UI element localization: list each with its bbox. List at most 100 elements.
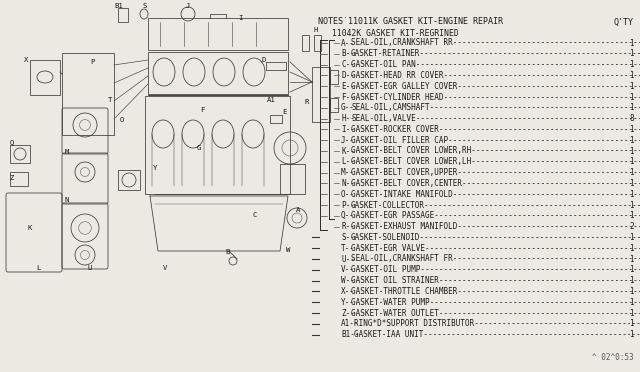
Text: O--: O--	[341, 190, 355, 199]
Text: L: L	[36, 265, 40, 271]
Text: 1: 1	[629, 201, 634, 209]
Text: 1: 1	[629, 244, 634, 253]
Text: X: X	[24, 57, 28, 63]
Text: S--: S--	[341, 233, 355, 242]
Text: 1: 1	[629, 265, 634, 274]
Bar	[148, 52, 288, 94]
Text: 1: 1	[629, 254, 634, 263]
Text: 1: 1	[629, 319, 634, 328]
Text: D--: D--	[341, 71, 355, 80]
Text: 1: 1	[629, 125, 634, 134]
Text: SEAL-OIL,VALVE-----------------------------------------------------------------: SEAL-OIL,VALVE--------------------------…	[351, 114, 640, 123]
Text: C--: C--	[341, 60, 355, 69]
Text: Q: Q	[10, 139, 14, 145]
Text: GASKET-CYLINDER HEAD-----------------------------------------------------------: GASKET-CYLINDER HEAD--------------------…	[351, 93, 640, 102]
Text: W: W	[286, 247, 290, 253]
Text: 1: 1	[629, 71, 634, 80]
Text: GASKET-EGR GALLEY COVER--------------------------------------------------------: GASKET-EGR GALLEY COVER-----------------…	[351, 82, 640, 91]
Text: 1: 1	[629, 298, 634, 307]
Text: GASKET-BELT COVER LOWER,RH-----------------------------------------------------: GASKET-BELT COVER LOWER,RH--------------…	[351, 147, 640, 155]
Text: GASKET-RETAINER----------------------------------------------------------------: GASKET-RETAINER-------------------------…	[351, 49, 640, 58]
Text: GASKET-OIL PAN-----------------------------------------------------------------: GASKET-OIL PAN--------------------------…	[351, 60, 640, 69]
Text: 11042K GASKET KIT-REGRINED: 11042K GASKET KIT-REGRINED	[332, 29, 459, 38]
Text: F: F	[200, 107, 204, 113]
Bar	[270, 115, 282, 123]
Bar	[30, 60, 60, 95]
Bar	[330, 98, 338, 112]
Text: 2: 2	[629, 222, 634, 231]
Bar	[118, 8, 128, 22]
Text: B1--: B1--	[341, 330, 360, 339]
Text: E: E	[282, 109, 286, 115]
Text: C: C	[253, 212, 257, 218]
Text: Y: Y	[153, 165, 157, 171]
Text: SEAL-OIL,CRANKSHAFT RR---------------------------------------------------------: SEAL-OIL,CRANKSHAFT RR------------------…	[351, 38, 640, 48]
Text: GASKET-WATER OUTLET------------------------------------------------------------: GASKET-WATER OUTLET---------------------…	[351, 308, 640, 317]
Text: 1: 1	[629, 168, 634, 177]
Text: Q--: Q--	[341, 211, 355, 220]
Text: V--: V--	[341, 265, 355, 274]
Text: ^ 02^0:53: ^ 02^0:53	[593, 353, 634, 362]
Bar	[312, 67, 330, 122]
Text: T--: T--	[341, 244, 355, 253]
Bar	[302, 35, 309, 51]
Text: O: O	[120, 117, 124, 123]
Text: GASKET-BELT COVER LOWER,LH-----------------------------------------------------: GASKET-BELT COVER LOWER,LH--------------…	[351, 157, 640, 166]
Text: SEAL-OIL,CRANKSHAFT FR---------------------------------------------------------: SEAL-OIL,CRANKSHAFT FR------------------…	[351, 254, 640, 263]
Text: B--: B--	[341, 49, 355, 58]
Text: X--: X--	[341, 287, 355, 296]
Text: U--: U--	[341, 254, 355, 263]
Text: 1: 1	[629, 157, 634, 166]
Text: 1: 1	[629, 330, 634, 339]
Text: M: M	[65, 149, 69, 155]
Text: GASKET-EXHAUST MANIFOLD--------------------------------------------------------: GASKET-EXHAUST MANIFOLD-----------------…	[351, 222, 640, 231]
Text: GASKET-HEAD RR COVER-----------------------------------------------------------: GASKET-HEAD RR COVER--------------------…	[351, 71, 640, 80]
Text: 1: 1	[629, 103, 634, 112]
Text: I--: I--	[341, 125, 355, 134]
Bar	[266, 62, 286, 70]
Text: J--: J--	[341, 136, 355, 145]
Bar	[145, 96, 290, 194]
Text: GASKET OIL STRAINER------------------------------------------------------------: GASKET OIL STRAINER---------------------…	[351, 276, 640, 285]
Text: 1: 1	[629, 190, 634, 199]
Bar	[330, 70, 338, 84]
Text: GASKET-COLLECTOR---------------------------------------------------------------: GASKET-COLLECTOR------------------------…	[351, 201, 640, 209]
Text: GASKET-IAA UNIT---------------------------------------------------------------: GASKET-IAA UNIT-------------------------…	[355, 330, 640, 339]
Text: GASKET-BELT COVER,CENTER-------------------------------------------------------: GASKET-BELT COVER,CENTER----------------…	[351, 179, 640, 188]
Bar	[10, 172, 28, 186]
Text: R: R	[305, 99, 309, 105]
Text: 1: 1	[629, 179, 634, 188]
Text: W--: W--	[341, 276, 355, 285]
Text: 1: 1	[629, 233, 634, 242]
Text: A1: A1	[267, 97, 275, 103]
Text: G: G	[197, 145, 201, 151]
Text: P--: P--	[341, 201, 355, 209]
Text: E--: E--	[341, 82, 355, 91]
Text: GASKET-INTAKE MANIFOLD---------------------------------------------------------: GASKET-INTAKE MANIFOLD------------------…	[351, 190, 640, 199]
Text: GASKET-OIL FILLER CAP----------------------------------------------------------: GASKET-OIL FILLER CAP-------------------…	[351, 136, 640, 145]
Text: L--: L--	[341, 157, 355, 166]
Text: D: D	[262, 57, 266, 63]
Text: 1: 1	[629, 38, 634, 48]
Text: Z--: Z--	[341, 308, 355, 317]
Text: Q'TY: Q'TY	[614, 17, 634, 26]
Text: GASKET-OIL PUMP----------------------------------------------------------------: GASKET-OIL PUMP-------------------------…	[351, 265, 640, 274]
Text: T: T	[108, 97, 112, 103]
Text: R--: R--	[341, 222, 355, 231]
Text: 1: 1	[629, 136, 634, 145]
Text: S: S	[143, 3, 147, 9]
Text: Y--: Y--	[341, 298, 355, 307]
Text: A1--: A1--	[341, 319, 360, 328]
Bar	[148, 18, 288, 50]
Text: 1: 1	[629, 49, 634, 58]
Text: B: B	[226, 249, 230, 255]
Text: 1: 1	[629, 93, 634, 102]
Text: B1: B1	[115, 3, 124, 9]
Text: N--: N--	[341, 179, 355, 188]
Text: I: I	[238, 15, 242, 21]
Text: K--: K--	[341, 147, 355, 155]
Text: 1: 1	[629, 211, 634, 220]
Text: F--: F--	[341, 93, 355, 102]
Text: GASKET-WATER PUMP--------------------------------------------------------------: GASKET-WATER PUMP-----------------------…	[351, 298, 640, 307]
Text: 1: 1	[629, 60, 634, 69]
